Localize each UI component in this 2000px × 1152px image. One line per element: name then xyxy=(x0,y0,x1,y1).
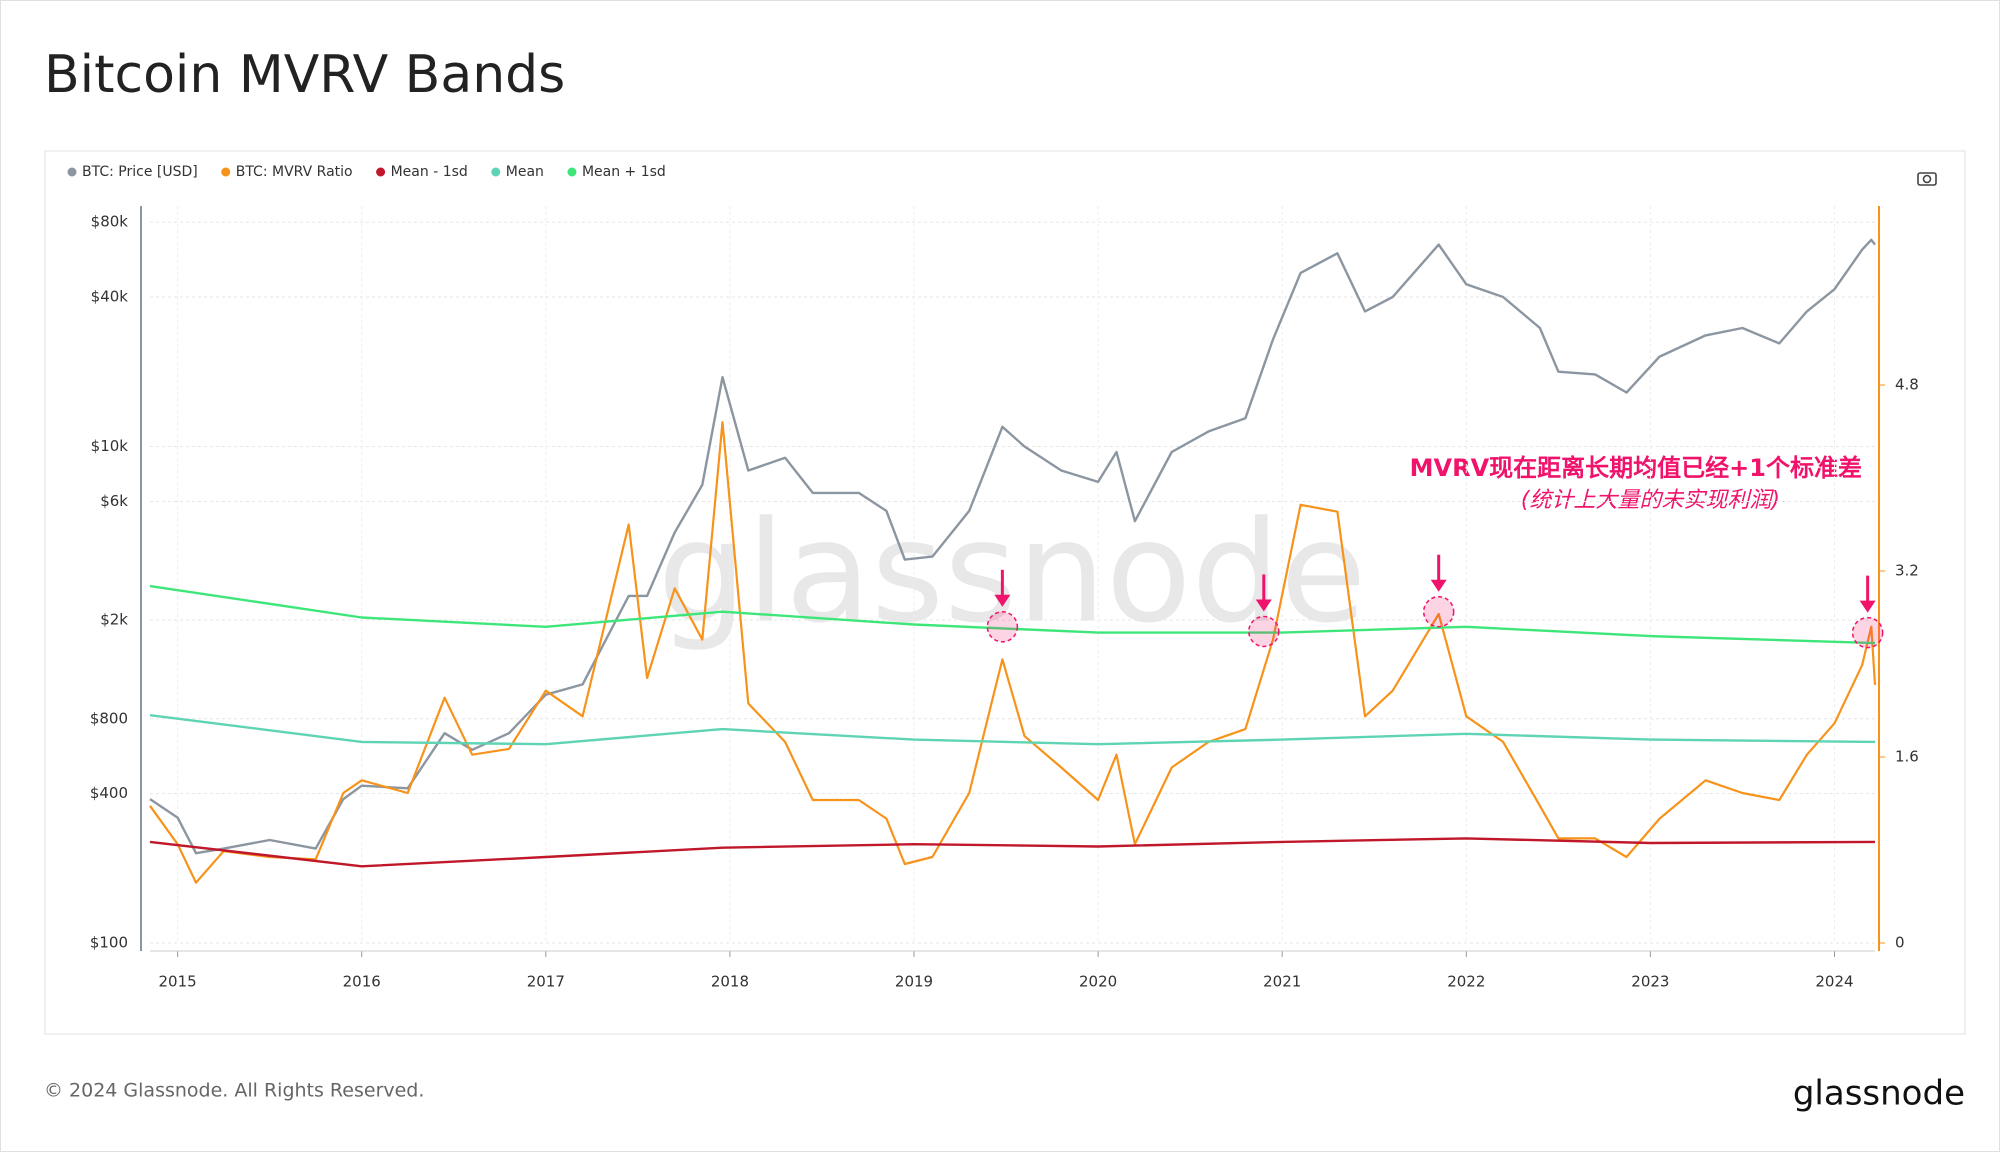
x-tick-label: 2024 xyxy=(1815,973,1853,991)
camera-body xyxy=(1917,172,1937,186)
series-line xyxy=(149,837,1876,868)
camera-lens xyxy=(1922,174,1932,184)
legend-swatch xyxy=(376,167,386,177)
legend-label: BTC: Price [USD] xyxy=(82,164,198,180)
y-tick-label: $400 xyxy=(90,784,128,802)
highlight-marker xyxy=(986,611,1019,643)
highlight-marker xyxy=(1248,615,1280,648)
series-line xyxy=(149,421,1877,884)
legend-label: Mean - 1sd xyxy=(391,164,468,180)
y2-tick-label: 1.6 xyxy=(1895,748,1919,766)
chart-frame xyxy=(44,150,1966,1035)
y-tick-label: $800 xyxy=(90,709,128,727)
legend-item[interactable]: BTC: Price [USD] xyxy=(67,164,198,180)
highlight-marker xyxy=(1422,595,1455,628)
legend-swatch xyxy=(67,167,77,177)
legend-swatch xyxy=(221,167,231,177)
x-tick-label: 2017 xyxy=(527,973,565,991)
y-tick-label: $100 xyxy=(90,934,128,952)
legend-item[interactable]: Mean + 1sd xyxy=(567,164,666,180)
y2-tick-label: 4.8 xyxy=(1895,376,1919,394)
annotation: MVRV现在距离长期均值已经+1个标准差 xyxy=(1410,454,1862,482)
y-tick-label: $80k xyxy=(91,213,129,231)
logo: glassnode xyxy=(1793,1074,1965,1114)
y-tick-label: $40k xyxy=(91,287,129,305)
legend-item[interactable]: BTC: MVRV Ratio xyxy=(221,164,353,180)
y-tick-label: $6k xyxy=(100,492,128,510)
series-line xyxy=(149,584,1876,645)
legend-item[interactable]: Mean - 1sd xyxy=(376,164,468,180)
x-tick-label: 2022 xyxy=(1447,973,1485,991)
highlight-arrowhead xyxy=(1859,600,1876,613)
y2-tick-label: 0 xyxy=(1895,934,1905,952)
legend-label: Mean xyxy=(506,164,544,180)
highlight-arrowhead xyxy=(1430,579,1447,592)
x-tick-label: 2015 xyxy=(159,973,197,991)
watermark: glassnode xyxy=(658,492,1367,655)
x-tick-label: 2021 xyxy=(1263,973,1301,991)
legend-swatch xyxy=(567,167,577,177)
x-tick-label: 2019 xyxy=(895,973,933,991)
highlight-marker xyxy=(1851,616,1884,649)
legend-label: BTC: MVRV Ratio xyxy=(236,164,353,180)
legend-label: Mean + 1sd xyxy=(582,164,666,180)
camera-icon[interactable] xyxy=(1917,172,1937,186)
y-tick-label: $2k xyxy=(100,610,128,628)
y-tick-label: $10k xyxy=(91,437,129,455)
series-line xyxy=(149,714,1876,746)
highlight-arrowhead xyxy=(994,594,1011,607)
x-tick-label: 2018 xyxy=(711,973,749,991)
x-tick-label: 2020 xyxy=(1079,973,1117,991)
y2-tick-label: 3.2 xyxy=(1895,562,1919,580)
chart-title: Bitcoin MVRV Bands xyxy=(44,45,565,105)
highlight-arrowhead xyxy=(1255,599,1272,612)
legend-swatch xyxy=(491,167,501,177)
series-line xyxy=(149,238,1876,855)
x-tick-label: 2016 xyxy=(343,973,381,991)
x-tick-label: 2023 xyxy=(1631,973,1669,991)
footer: © 2024 Glassnode. All Rights Reserved. xyxy=(44,1080,424,1102)
legend-item[interactable]: Mean xyxy=(491,164,544,180)
